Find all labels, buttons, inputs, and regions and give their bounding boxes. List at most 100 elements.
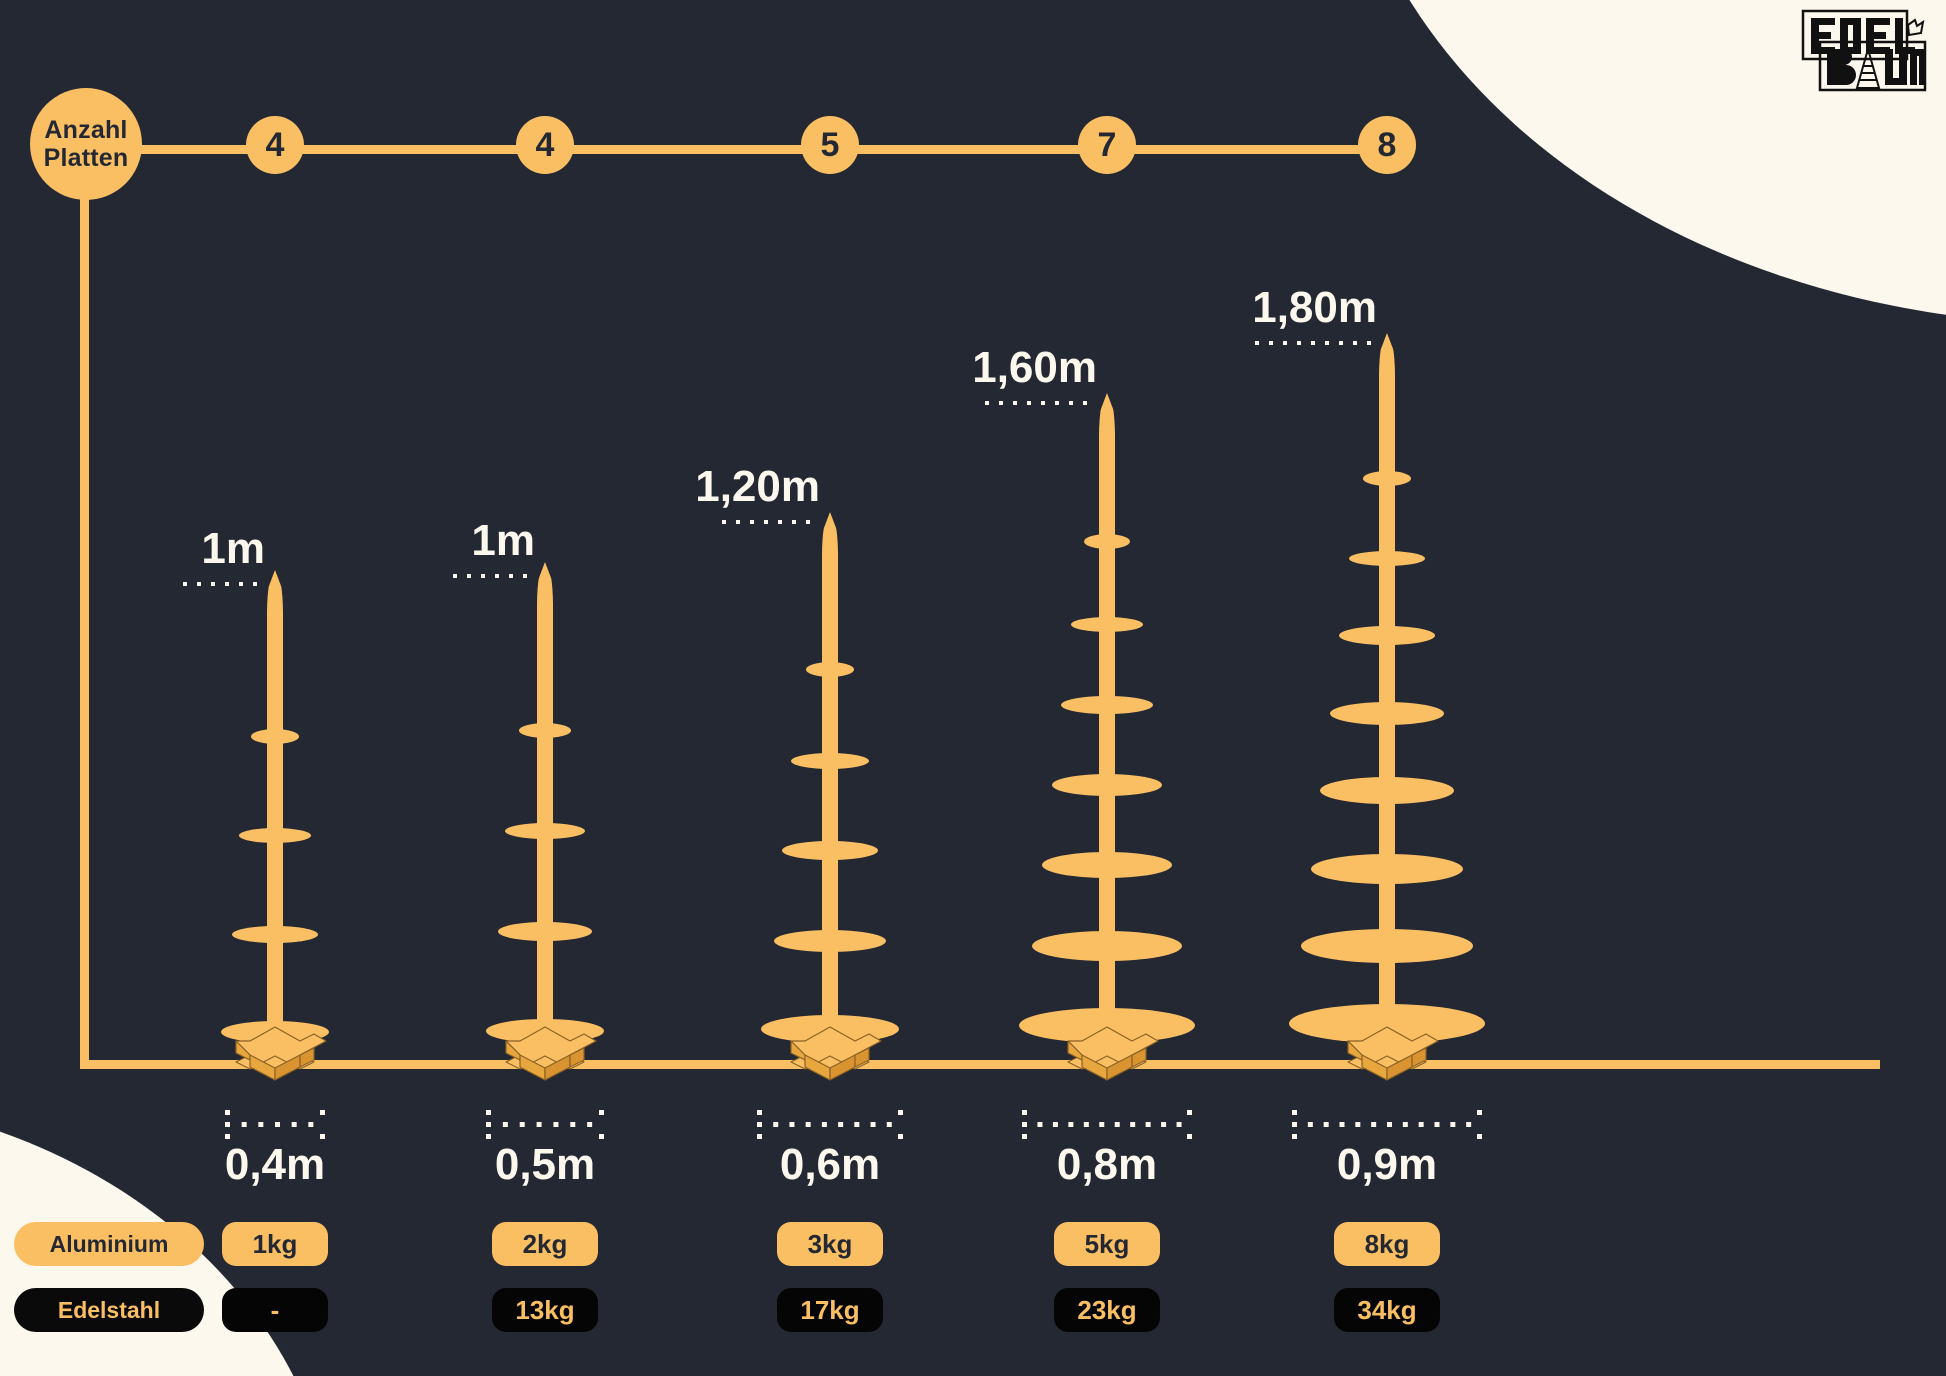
tree-plate-disc [1363,471,1411,486]
tree-plate-disc [1330,702,1444,725]
weight-edelstahl-badge-1: - [222,1288,328,1332]
weight-aluminium-badge-2: 2kg [492,1222,598,1266]
height-label-2: 1m [471,516,541,566]
christmas-tree-graphic [1007,393,1207,1065]
weight-aluminium-badge-3: 3kg [777,1222,883,1266]
weight-aluminium-value: 3kg [807,1228,853,1259]
material-aluminium-text: Aluminium [49,1230,169,1257]
height-label-5: 1,80m [1252,283,1383,333]
height-label-value: 1,60m [972,343,1097,392]
christmas-tree-graphic [445,562,645,1065]
tree-plate-disc [1071,617,1143,632]
tree-column-4 [1019,0,1195,1376]
tree-tip [1379,333,1395,395]
plate-count-value: 7 [1097,125,1117,164]
tree-plate-disc [1084,534,1130,549]
tree-plate-disc [1339,626,1435,645]
diameter-label-4: 0,8m [1057,1140,1157,1190]
tree-plate-disc [806,662,854,677]
height-label-value: 1,20m [695,462,820,511]
diameter-label-3: 0,6m [780,1140,880,1190]
height-leader-dots-1 [183,576,271,586]
height-label-value: 1m [201,524,265,573]
tree-plate-disc [1349,551,1425,566]
tree-plate-disc [1320,777,1454,804]
weight-aluminium-value: 8kg [1364,1228,1410,1259]
diameter-label-value: 0,6m [779,1140,881,1189]
material-label-edelstahl: Edelstahl [14,1288,204,1332]
tree-stand-base [480,1007,610,1083]
tree-plate-disc [239,828,311,843]
connector-line-vertical [80,148,89,1063]
tree-plate-disc [251,729,299,744]
weight-aluminium-value: 5kg [1084,1228,1130,1259]
tree-tip [1099,393,1115,455]
weight-aluminium-badge-1: 1kg [222,1222,328,1266]
tree-stand-base [1322,1007,1452,1083]
weight-edelstahl-value: 13kg [515,1294,575,1325]
weight-aluminium-badge-4: 5kg [1054,1222,1160,1266]
tree-column-2 [486,0,604,1376]
tree-plate-disc [519,723,571,738]
tree-plate-disc [774,930,886,952]
diameter-label-value: 0,8m [1056,1140,1158,1189]
weight-edelstahl-value: 23kg [1077,1294,1137,1325]
weight-edelstahl-badge-2: 13kg [492,1288,598,1332]
diameter-label-value: 0,4m [224,1140,326,1189]
tree-plate-disc [1061,696,1153,714]
ground-baseline [80,1060,1880,1069]
tree-plate-disc [1311,854,1463,884]
plate-count-value: 5 [820,125,840,164]
tree-plate-disc [1032,931,1182,961]
height-label-value: 1,80m [1252,283,1377,332]
weight-aluminium-badge-5: 8kg [1334,1222,1440,1266]
tree-plate-disc [232,926,318,943]
plate-count-node-3: 5 [801,116,859,174]
plate-count-value: 8 [1377,125,1397,164]
weight-aluminium-value: 2kg [522,1228,568,1259]
weight-edelstahl-value: 17kg [800,1294,860,1325]
tree-column-1 [221,0,329,1376]
anzahl-platten-node: Anzahl Platten [30,88,142,200]
tree-plate-disc [1052,774,1162,796]
weight-edelstahl-badge-3: 17kg [777,1288,883,1332]
weight-edelstahl-badge-4: 23kg [1054,1288,1160,1332]
material-edelstahl-text: Edelstahl [57,1296,161,1323]
plate-count-value: 4 [265,125,285,164]
plate-count-node-4: 7 [1078,116,1136,174]
anzahl-platten-label-line1: Anzahl [44,116,128,144]
christmas-tree-graphic [175,570,375,1065]
tree-stand-base [1042,1007,1172,1083]
plate-count-node-2: 4 [516,116,574,174]
height-label-3: 1,20m [695,462,826,512]
material-label-aluminium: Aluminium [14,1222,204,1266]
height-leader-dots-4 [985,395,1103,405]
plate-count-node-1: 4 [246,116,304,174]
tree-plate-disc [1301,929,1473,963]
tree-trunk [822,552,838,1065]
height-label-value: 1m [471,516,535,565]
tree-stand-base [765,1007,895,1083]
weight-edelstahl-value: 34kg [1357,1294,1417,1325]
tree-plate-disc [1042,852,1172,878]
weight-edelstahl-badge-5: 34kg [1334,1288,1440,1332]
diameter-label-2: 0,5m [495,1140,595,1190]
tree-tip [267,570,283,632]
plate-count-node-5: 8 [1358,116,1416,174]
edelbaum-logo [1800,8,1928,94]
tree-plate-disc [791,753,869,769]
tree-column-5 [1289,0,1485,1376]
anzahl-platten-label-line2: Platten [43,144,129,172]
tree-stand-base [210,1007,340,1083]
diameter-label-5: 0,9m [1337,1140,1437,1190]
tree-tip [822,512,838,574]
height-label-1: 1m [201,524,271,574]
tree-trunk [1099,433,1115,1065]
height-label-4: 1,60m [972,343,1103,393]
tree-tip [537,562,553,624]
diameter-label-value: 0,5m [494,1140,596,1189]
weight-edelstahl-value: - [270,1294,280,1325]
plate-count-value: 4 [535,125,555,164]
tree-column-3 [761,0,899,1376]
